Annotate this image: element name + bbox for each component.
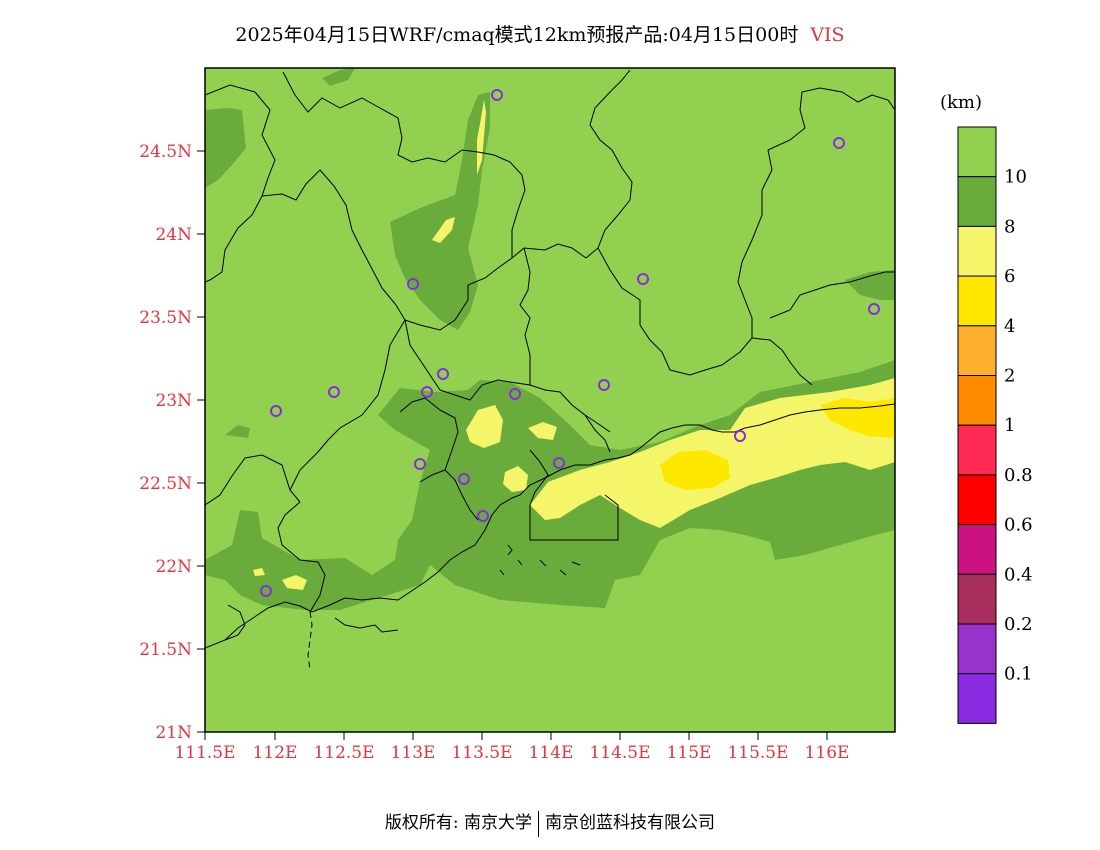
legend-unit: (km) (940, 92, 982, 113)
legend-color-boxes (957, 126, 997, 724)
lon-labels: 111.5E 112E 112.5E 113E 113.5E 114E 114.… (174, 743, 849, 763)
station-marker (407, 278, 419, 290)
color-legend: (km) 10 8 6 4 2 1 0.8 0.6 0.4 0.2 0.1 (940, 92, 1033, 724)
yellow-region-center-east (660, 450, 730, 490)
light-yellow-spot-c (503, 466, 528, 492)
visibility-field (205, 68, 895, 732)
dark-green-region-north (390, 92, 490, 330)
station-marker (477, 510, 489, 522)
legend-color-box (957, 573, 997, 625)
legend-color-box (957, 176, 997, 227)
station-marker (421, 386, 433, 398)
lon-ticks (204, 732, 828, 740)
legend-color-box (957, 225, 997, 277)
light-yellow-streak-north-b (432, 217, 455, 243)
footer-left: 版权所有: 南京大学 (384, 813, 533, 833)
light-yellow-spot-a (466, 405, 503, 448)
station-marker (637, 273, 649, 285)
title-text: 2025年04月15日WRF/cmaq模式12km预报产品:04月15日00时 (235, 24, 799, 46)
dark-green-region-east-lobe (845, 270, 895, 300)
light-yellow-streak-north (477, 100, 486, 175)
lat-label: 24.5N (139, 142, 192, 162)
lat-label: 23N (155, 391, 192, 411)
station-marker (509, 388, 521, 400)
legend-color-box (957, 375, 997, 426)
dark-green-region-west-spot (225, 425, 250, 438)
light-yellow-region-coast-east (530, 378, 895, 528)
lon-label: 112.5E (313, 743, 374, 763)
lat-label: 23.5N (139, 308, 192, 328)
lat-label: 21.5N (139, 640, 192, 660)
title-variable: VIS (810, 24, 845, 46)
light-yellow-spot-d (282, 575, 307, 590)
legend-label: 0.4 (1004, 564, 1033, 585)
station-marker (437, 368, 449, 380)
page-title: 2025年04月15日WRF/cmaq模式12km预报产品:04月15日00时 V… (0, 20, 1080, 47)
coastline (205, 403, 895, 671)
legend-color-box (957, 623, 997, 675)
station-marker (833, 137, 845, 149)
lat-label: 21N (155, 723, 192, 743)
station-marker (260, 585, 272, 597)
legend-label: 0.1 (1004, 664, 1033, 685)
lat-ticks (197, 150, 205, 733)
station-marker (270, 405, 282, 417)
legend-label: 0.6 (1004, 515, 1033, 536)
station-marker (553, 457, 565, 469)
station-marker (598, 379, 610, 391)
legend-label: 1 (1004, 415, 1015, 436)
dark-green-region-north-strip (322, 68, 355, 86)
legend-color-box (957, 325, 997, 376)
footer: 版权所有: 南京大学 南京创蓝科技有限公司 (0, 808, 1100, 837)
lon-label: 113E (391, 743, 436, 763)
legend-color-box (957, 275, 997, 327)
lon-label: 114E (529, 743, 574, 763)
legend-label: 6 (1004, 266, 1015, 287)
legend-color-box (957, 524, 997, 575)
lon-label: 111.5E (174, 743, 235, 763)
footer-separator (538, 810, 540, 837)
legend-color-box (957, 474, 997, 526)
lon-label: 112E (253, 743, 298, 763)
lon-label: 113.5E (451, 743, 512, 763)
station-marker (328, 386, 340, 398)
lat-label: 24N (155, 225, 192, 245)
station-marker (458, 473, 470, 485)
lon-label: 115.5E (727, 743, 788, 763)
light-yellow-spot-b (528, 422, 557, 440)
legend-label: 2 (1004, 366, 1015, 387)
legend-label: 4 (1004, 316, 1015, 337)
station-marker (491, 89, 503, 101)
station-marker (734, 430, 746, 442)
lon-label: 116E (805, 743, 850, 763)
legend-label: 0.8 (1004, 465, 1033, 486)
legend-color-box (957, 424, 997, 476)
lat-label: 22N (155, 557, 192, 577)
light-yellow-spot-e (253, 568, 265, 576)
lon-label: 114.5E (589, 743, 650, 763)
legend-label: 0.2 (1004, 614, 1033, 635)
dark-green-region-nw (205, 108, 246, 188)
station-markers (260, 89, 880, 597)
station-marker (414, 458, 426, 470)
lon-label: 115E (667, 743, 712, 763)
legend-label: 8 (1004, 216, 1015, 237)
legend-label: 10 (1004, 167, 1027, 188)
lat-labels: 21N 21.5N 22N 22.5N 23N 23.5N 24N 24.5N (139, 142, 192, 743)
legend-color-box (957, 126, 997, 178)
legend-color-box (957, 673, 997, 724)
footer-right: 南京创蓝科技有限公司 (545, 813, 716, 833)
admin-boundaries (205, 69, 895, 613)
legend-labels: 10 8 6 4 2 1 0.8 0.6 0.4 0.2 0.1 (1004, 167, 1033, 685)
lat-label: 22.5N (139, 474, 192, 494)
station-marker (868, 303, 880, 315)
